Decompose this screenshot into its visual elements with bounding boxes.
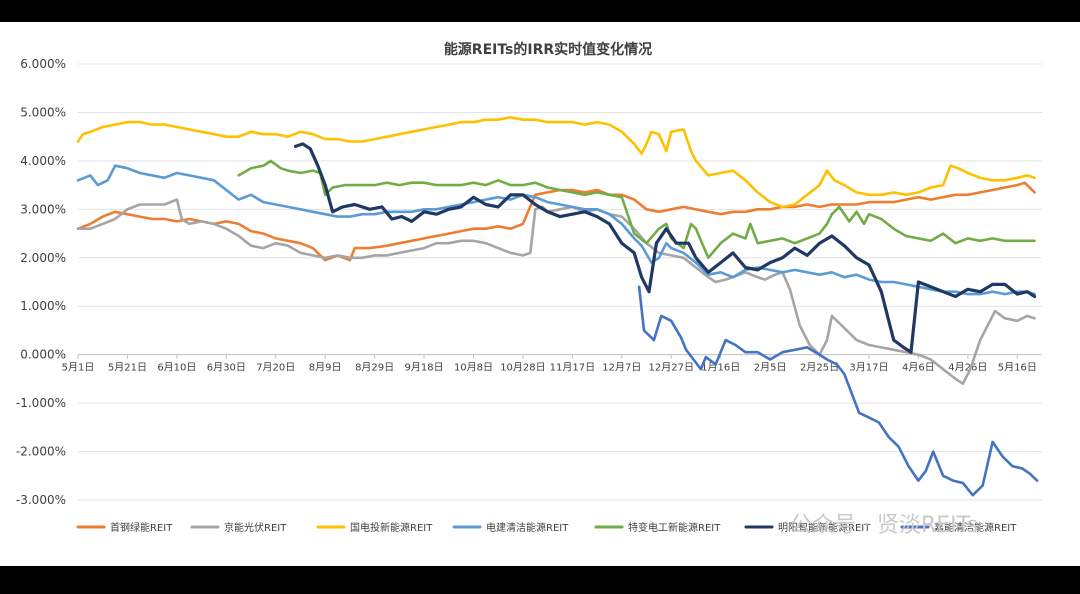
irr-line-chart: 能源REITs的IRR实时值变化情况 6.000% 5.000% 4.000% 3.0… (16, 41, 1042, 538)
y-tick-label: -1.000% (16, 396, 66, 410)
watermark-text: 公众号 · 贤淡REITs (790, 513, 978, 538)
x-tick-label: 2月25日 (800, 362, 839, 374)
x-tick-label: 5月1日 (62, 362, 95, 374)
x-tick-label: 3月17日 (849, 362, 888, 374)
y-tick-label: 4.000% (20, 154, 66, 168)
chart-title: 能源REITs的IRR实时值变化情况 (444, 41, 652, 58)
x-tick-label: 7月20日 (256, 362, 295, 374)
legend-label: 特变电工新能源REIT (628, 521, 721, 534)
x-tick-label: 1月16日 (701, 362, 740, 374)
legend-label: 嘉能清洁能源REIT (934, 521, 1017, 534)
x-tick-label: 10月28日 (500, 362, 545, 374)
x-tick-label: 8月29日 (355, 362, 394, 374)
y-tick-label: 1.000% (20, 299, 66, 313)
series-line (76, 116, 1036, 209)
x-tick-label: 8月9日 (309, 362, 342, 374)
x-tick-label: 6月30日 (207, 362, 246, 374)
x-tick-label: 10月8日 (454, 362, 493, 374)
x-tick-label: 4月26日 (948, 362, 987, 374)
legend-label: 京能光伏REIT (224, 521, 287, 534)
legend: 首钢绿能REIT 京能光伏REIT 国电投新能源REIT 电建清洁能源REIT 特变电工… (76, 521, 1017, 534)
x-tick-label: 6月10日 (157, 362, 196, 374)
x-tick-label: 12月7日 (602, 362, 641, 374)
x-axis: 5月1日 5月21日 6月10日 6月30日 7月20日 8月9日 8月29日 9月18日 10… (62, 354, 1037, 374)
series-line (76, 181, 1036, 262)
y-tick-label: -2.000% (16, 445, 66, 459)
series-line (237, 159, 1036, 260)
x-tick-label: 12月27日 (649, 362, 694, 374)
legend-label: 明阳智能新能源REIT (778, 521, 871, 534)
x-tick-label: 2月5日 (754, 362, 787, 374)
x-tick-label: 9月18日 (405, 362, 444, 374)
legend-label: 首钢绿能REIT (110, 521, 173, 534)
x-tick-label: 11月17日 (550, 362, 595, 374)
y-tick-label: 0.000% (20, 348, 66, 362)
chart-frame: 能源REITs的IRR实时值变化情况 6.000% 5.000% 4.000% 3.0… (0, 22, 1080, 566)
y-tick-label: 2.000% (20, 251, 66, 265)
y-tick-label: 6.000% (20, 57, 66, 71)
y-tick-label: 3.000% (20, 202, 66, 216)
gridlines (78, 63, 1042, 501)
legend-label: 电建清洁能源REIT (486, 521, 569, 534)
y-tick-label: 5.000% (20, 105, 66, 119)
legend-label: 国电投新能源REIT (350, 521, 433, 534)
x-tick-label: 5月21日 (108, 362, 147, 374)
series-line (293, 142, 1037, 354)
x-tick-label: 5月16日 (998, 362, 1037, 374)
y-axis: 6.000% 5.000% 4.000% 3.000% 2.000% 1.000% 0.00… (16, 57, 66, 507)
x-tick-label: 4月6日 (902, 362, 935, 374)
series-line (637, 285, 1039, 497)
y-tick-label: -3.000% (16, 493, 66, 507)
series-layer (76, 116, 1039, 497)
series-line (76, 164, 1036, 296)
